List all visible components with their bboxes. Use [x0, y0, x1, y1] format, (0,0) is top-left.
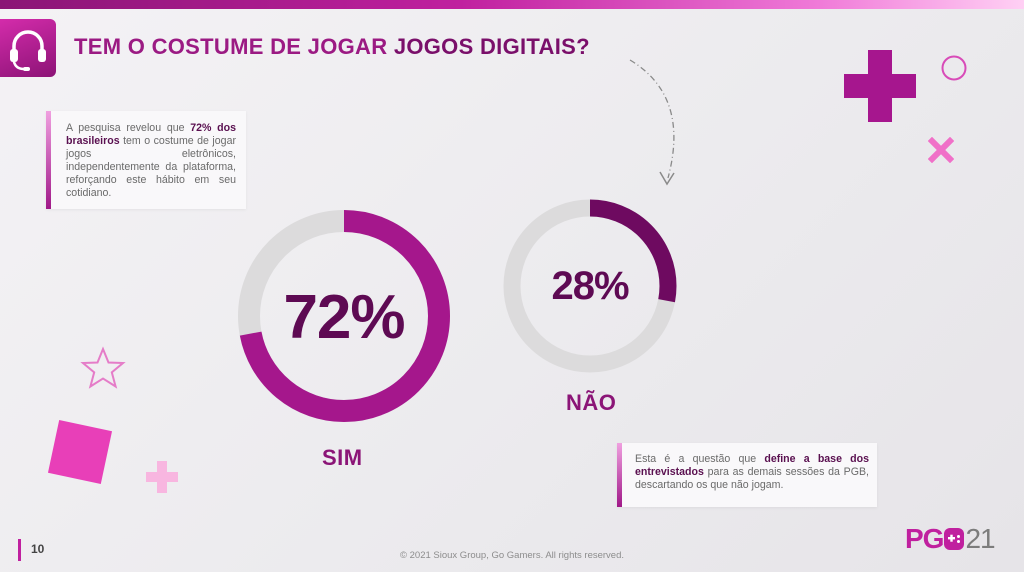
- nao-category-label: NÃO: [566, 390, 617, 415]
- donut-sim: 72%: [234, 206, 454, 426]
- star-outline-shape: [80, 346, 126, 389]
- square-shape: [47, 419, 113, 485]
- donut-nao: 28%: [501, 197, 679, 375]
- intro-highlight: 72% dos brasileiros: [66, 122, 236, 147]
- plus-shape-small: [146, 461, 178, 493]
- intro-accent-bar: [46, 111, 51, 209]
- note-textbox: Esta é a questão que define a base dos e…: [617, 443, 877, 507]
- note-highlight: define a base dos entrevistados: [635, 453, 869, 478]
- donut-sim-svg: [238, 210, 450, 422]
- brand-right: 21: [965, 523, 995, 554]
- plus-shape-large: [844, 50, 916, 122]
- copyright-text: © 2021 Sioux Group, Go Gamers. All right…: [399, 550, 624, 561]
- donut-sim-arc: [238, 210, 450, 422]
- brand-logo: PG 21: [905, 523, 996, 555]
- header-logo: [0, 19, 56, 77]
- brand-left: PG: [905, 523, 944, 554]
- title-strong: JOGOS DIGITAIS?: [393, 34, 590, 59]
- intro-textbox: A pesquisa revelou que 72% dos brasileir…: [46, 111, 246, 209]
- dashed-arrow-icon: [629, 59, 675, 186]
- x-shape: [928, 137, 954, 163]
- gamepad-icon: [943, 526, 965, 550]
- page-title: TEM O COSTUME DE JOGAR JOGOS DIGITAIS?: [74, 34, 590, 60]
- note-accent-bar: [617, 443, 622, 507]
- top-accent-bar: [0, 0, 1024, 9]
- page-number: 10: [31, 542, 45, 556]
- headset-icon: [10, 30, 46, 71]
- note-text: Esta é a questão que define a base dos e…: [635, 453, 869, 491]
- donut-nao-arc: [503, 199, 677, 373]
- page-number-bar: [18, 539, 21, 561]
- intro-text: A pesquisa revelou que 72% dos brasileir…: [66, 122, 236, 199]
- sim-category-label: SIM: [322, 445, 363, 470]
- circle-outline-shape: [941, 55, 967, 81]
- nao-value-label: 28%: [551, 264, 629, 308]
- title-plain: TEM O COSTUME DE JOGAR: [74, 34, 394, 59]
- sim-value-label: 72%: [283, 283, 405, 352]
- donut-nao-svg: [503, 199, 677, 373]
